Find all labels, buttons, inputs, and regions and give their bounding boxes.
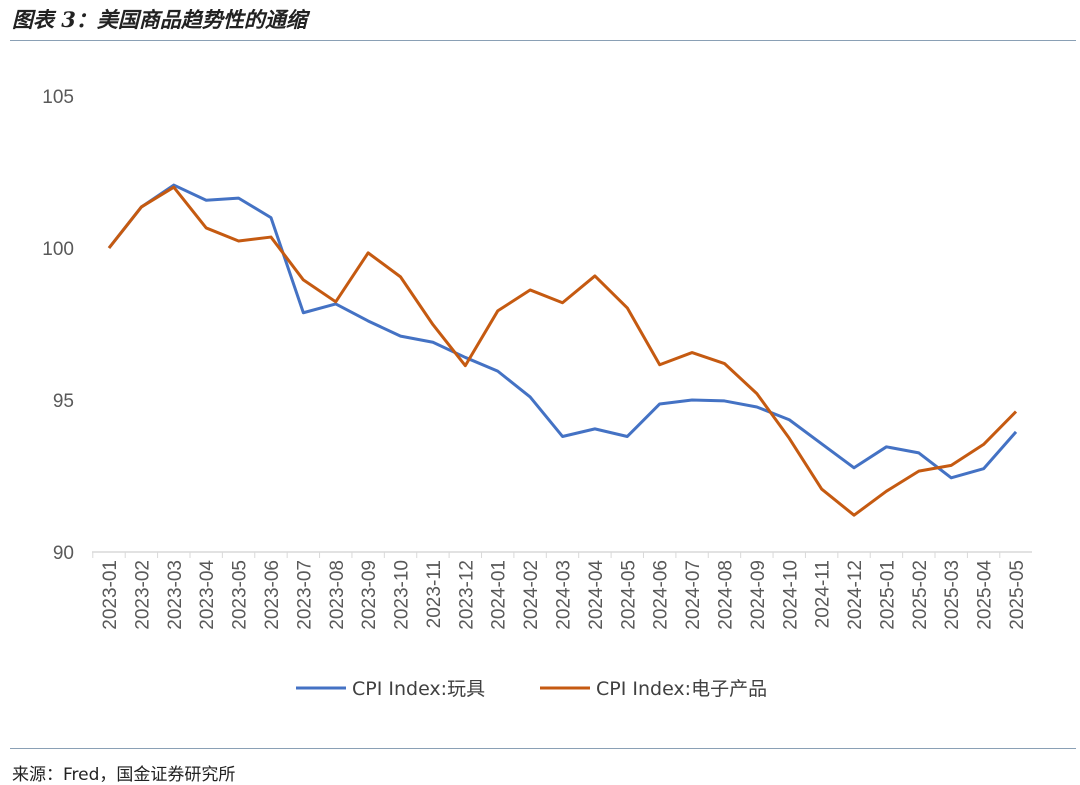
x-tick-label: 2024-01 (489, 560, 510, 630)
y-tick-label: 90 (53, 543, 74, 564)
source-note: 来源：Fred，国金证券研究所 (12, 765, 236, 785)
x-tick-label: 2025-05 (1007, 560, 1028, 630)
x-tick-label: 2024-02 (521, 560, 542, 630)
x-tick-label: 2024-07 (683, 560, 704, 630)
x-tick-label: 2023-11 (424, 560, 445, 628)
x-tick-label: 2024-06 (651, 560, 672, 630)
legend-label: CPI Index:电子产品 (596, 678, 767, 700)
x-tick-label: 2024-11 (813, 560, 834, 628)
series-line-1 (107, 183, 1018, 480)
y-tick-label: 100 (42, 239, 74, 260)
x-tick-label: 2023-06 (262, 560, 283, 630)
x-tick-label: 2024-08 (715, 560, 736, 630)
x-tick-label: 2024-12 (845, 560, 866, 630)
legend-label: CPI Index:玩具 (352, 678, 485, 700)
x-tick-label: 2025-02 (910, 560, 931, 630)
x-tick-label: 2023-07 (294, 560, 315, 630)
x-tick-label: 2023-09 (359, 560, 380, 630)
x-tick-label: 2023-04 (197, 560, 218, 630)
x-tick-label: 2023-12 (456, 560, 477, 630)
x-tick-label: 2025-01 (877, 560, 898, 630)
x-tick-label: 2024-10 (780, 560, 801, 630)
y-tick-label: 105 (42, 87, 74, 108)
bottom-divider (10, 748, 1076, 749)
x-tick-label: 2023-03 (165, 560, 186, 630)
top-divider (10, 40, 1076, 41)
x-tick-label: 2025-04 (975, 560, 996, 630)
x-tick-label: 2023-10 (392, 560, 413, 630)
x-tick-label: 2023-01 (100, 560, 121, 630)
chart-title: 图表 3：美国商品趋势性的通缩 (12, 7, 307, 32)
x-tick-label: 2023-02 (132, 560, 153, 630)
x-tick-label: 2024-05 (618, 560, 639, 630)
x-tick-label: 2023-08 (327, 560, 348, 630)
y-tick-label: 95 (53, 391, 74, 412)
x-tick-label: 2023-05 (230, 560, 251, 630)
x-tick-label: 2024-09 (748, 560, 769, 630)
series-line-2 (107, 185, 1018, 517)
x-tick-label: 2025-03 (942, 560, 963, 630)
x-tick-label: 2024-04 (586, 560, 607, 630)
x-tick-label: 2024-03 (554, 560, 575, 630)
